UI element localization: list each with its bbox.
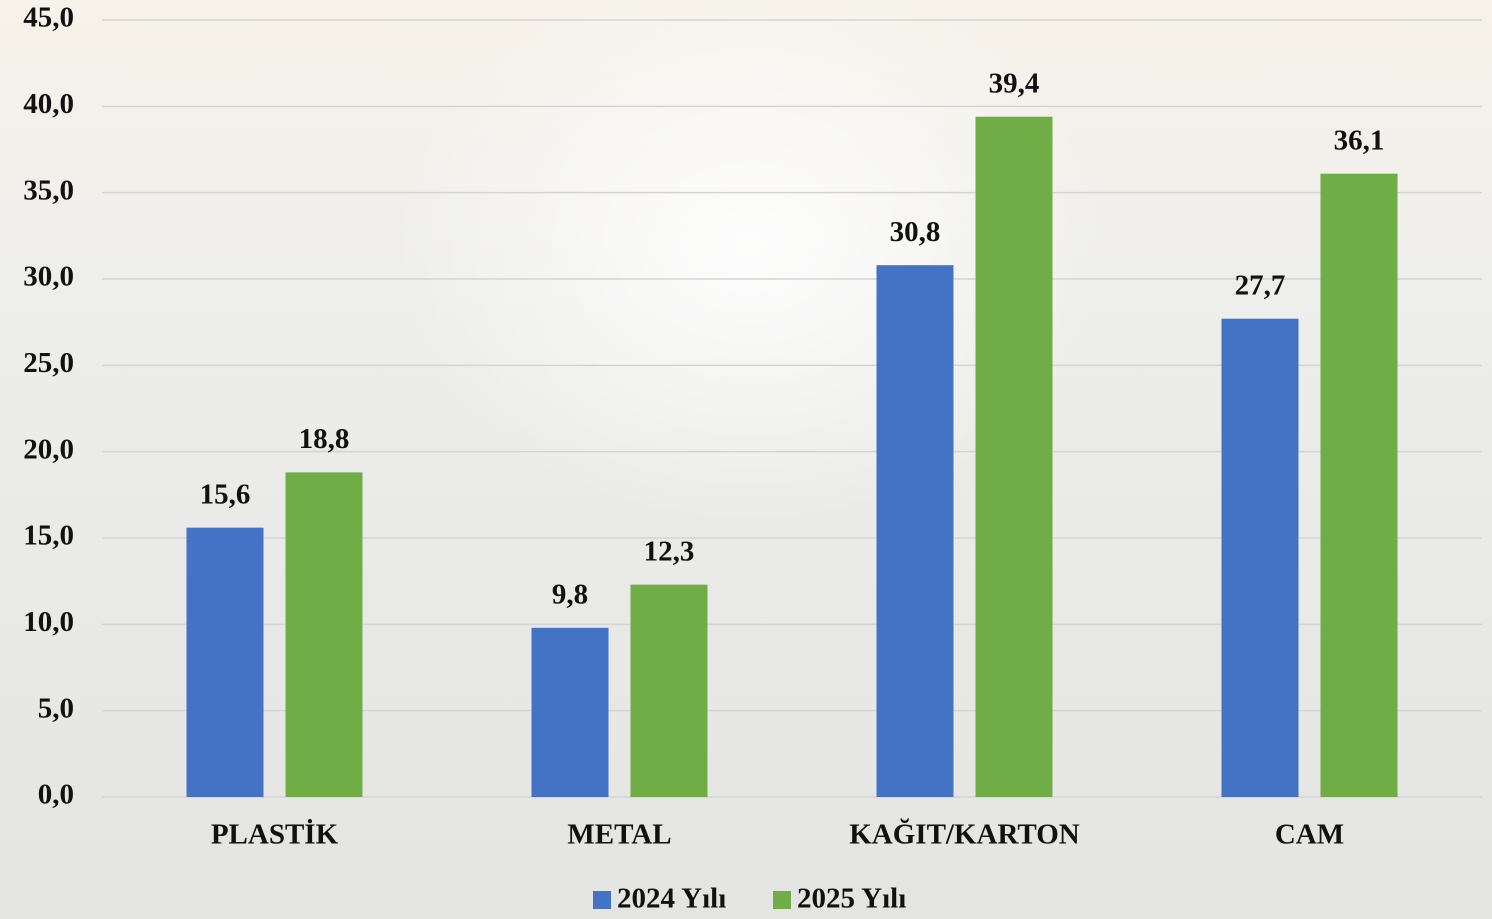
- y-tick-label: 5,0: [38, 692, 74, 724]
- data-label: 39,4: [989, 67, 1040, 99]
- data-label: 30,8: [890, 216, 941, 248]
- x-tick-label: PLASTİK: [211, 818, 339, 851]
- y-tick-label: 30,0: [23, 261, 74, 293]
- legend-swatch: [773, 891, 791, 909]
- x-tick-label: CAM: [1275, 819, 1344, 851]
- data-label: 27,7: [1235, 269, 1286, 301]
- y-tick-label: 10,0: [23, 606, 74, 638]
- legend-label: 2024 Yılı: [617, 883, 726, 915]
- bar: [531, 627, 609, 797]
- data-label: 12,3: [644, 535, 695, 567]
- bar: [1320, 173, 1398, 797]
- legend-label: 2025 Yılı: [797, 883, 906, 915]
- background-glow: [300, 0, 1200, 700]
- y-tick-label: 0,0: [38, 779, 74, 811]
- y-tick-label: 15,0: [23, 520, 74, 552]
- legend-swatch: [593, 891, 611, 909]
- bar: [1221, 318, 1299, 797]
- bar: [630, 584, 708, 797]
- x-tick-label: METAL: [567, 819, 671, 851]
- y-tick-label: 25,0: [23, 347, 74, 379]
- bar: [876, 265, 954, 798]
- data-label: 36,1: [1334, 124, 1385, 156]
- data-label: 18,8: [299, 423, 350, 455]
- bar: [285, 472, 363, 797]
- y-tick-label: 45,0: [23, 2, 74, 34]
- bar: [186, 527, 264, 797]
- bar: [975, 116, 1053, 797]
- y-tick-label: 40,0: [23, 88, 74, 120]
- data-label: 15,6: [200, 478, 251, 510]
- y-tick-label: 20,0: [23, 433, 74, 465]
- y-tick-label: 35,0: [23, 174, 74, 206]
- x-tick-label: KAĞIT/KARTON: [849, 818, 1080, 851]
- data-label: 9,8: [552, 578, 588, 610]
